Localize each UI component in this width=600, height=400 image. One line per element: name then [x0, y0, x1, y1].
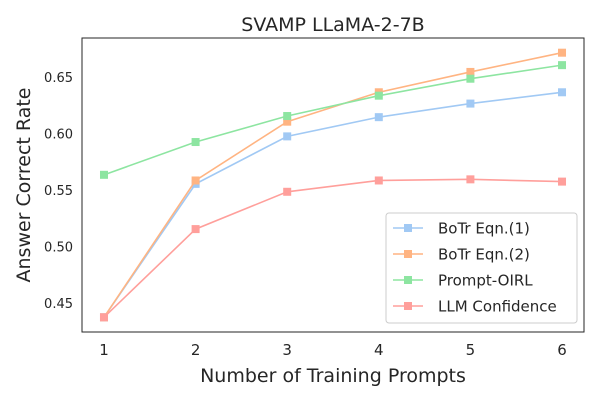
data-point: [99, 313, 108, 322]
y-axis-label: Answer Correct Rate: [13, 88, 35, 283]
legend-item: BoTr Eqn.(1): [393, 220, 530, 238]
series-line: [103, 64, 563, 176]
data-point: [558, 61, 567, 70]
series-line: [103, 91, 563, 318]
legend-label: LLM Confidence: [438, 298, 557, 316]
x-axis-label: Number of Training Prompts: [200, 365, 466, 387]
data-point: [191, 176, 200, 185]
data-point: [191, 225, 200, 234]
legend-item: Prompt-OIRL: [393, 272, 533, 290]
data-point: [466, 67, 475, 76]
x-tick-label: 2: [191, 341, 201, 359]
series-3: [99, 175, 567, 322]
y-tick-label: 0.45: [44, 297, 73, 312]
legend-label: BoTr Eqn.(2): [438, 246, 530, 264]
x-tick-label: 4: [374, 341, 384, 359]
legend-marker: [404, 224, 412, 232]
legend-label: Prompt-OIRL: [438, 272, 533, 290]
legend-marker: [404, 250, 412, 258]
y-tick-label: 0.60: [44, 128, 73, 143]
data-point: [558, 88, 567, 97]
x-tick-label: 6: [557, 341, 567, 359]
plot-frame: [81, 37, 585, 333]
data-point: [99, 170, 108, 179]
x-tick-label: 5: [466, 341, 476, 359]
data-point: [283, 117, 292, 126]
legend: BoTr Eqn.(1) BoTr Eqn.(2) Prompt-OIRL LLM C…: [385, 212, 578, 324]
y-axis-ticks: 0.45 0.50 0.55 0.60 0.65: [44, 71, 73, 312]
data-point: [283, 187, 292, 196]
y-tick-label: 0.55: [44, 184, 73, 199]
x-tick-label: 1: [99, 341, 109, 359]
data-point: [374, 91, 383, 100]
data-point: [374, 113, 383, 122]
legend-item: LLM Confidence: [393, 298, 557, 316]
chart-title: SVAMP LLaMA-2-7B: [241, 14, 424, 36]
series-line: [103, 51, 563, 318]
legend-marker: [404, 276, 412, 284]
y-tick-label: 0.50: [44, 241, 73, 256]
data-point: [466, 99, 475, 108]
x-axis-ticks: 1 2 3 4 5 6: [99, 341, 567, 359]
data-point: [191, 138, 200, 147]
series-line: [103, 178, 563, 318]
legend-marker: [404, 302, 412, 310]
series-layer: [99, 48, 567, 322]
series-2: [99, 61, 567, 179]
data-point: [558, 48, 567, 57]
data-point: [283, 132, 292, 141]
x-tick-label: 3: [282, 341, 292, 359]
data-point: [466, 74, 475, 83]
legend-label: BoTr Eqn.(1): [438, 220, 530, 238]
data-point: [374, 176, 383, 185]
legend-item: BoTr Eqn.(2): [393, 246, 530, 264]
data-point: [466, 175, 475, 184]
data-point: [558, 177, 567, 186]
data-point: [283, 112, 292, 121]
legend-frame: [385, 212, 578, 324]
y-tick-label: 0.65: [44, 71, 73, 86]
